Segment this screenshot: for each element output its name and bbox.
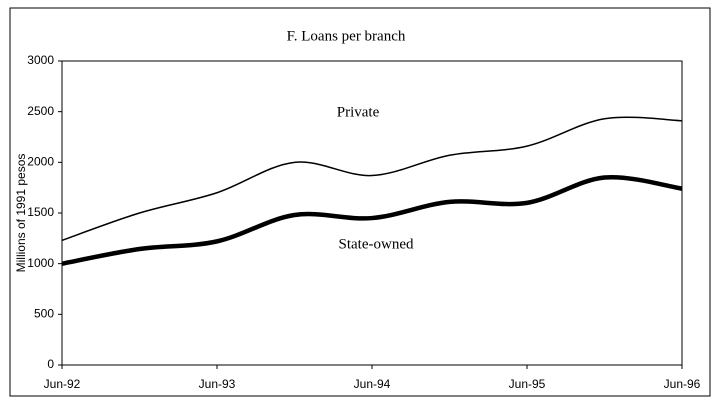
y-tick-label: 3000	[27, 53, 54, 67]
chart-border	[9, 7, 711, 397]
x-tick-label: Jun-93	[199, 377, 236, 391]
x-tick-label: Jun-92	[44, 377, 81, 391]
series-line	[61, 116, 683, 242]
series-label: State-owned	[339, 236, 414, 252]
y-tick-label: 1500	[27, 205, 54, 219]
y-tick-label: 500	[34, 307, 54, 321]
x-tick-label: Jun-94	[354, 377, 391, 391]
x-tick-label: Jun-96	[664, 377, 701, 391]
series-label: Private	[337, 104, 380, 120]
x-tick-label: Jun-95	[509, 377, 546, 391]
y-tick-label: 1000	[27, 256, 54, 270]
chart-title: F. Loans per branch	[287, 28, 406, 44]
y-tick-label: 2000	[27, 155, 54, 169]
series-line	[61, 174, 683, 266]
y-tick-label: 0	[47, 357, 54, 371]
y-tick-label: 2500	[27, 104, 54, 118]
y-axis-label: Millions of 1991 pesos	[14, 154, 28, 273]
